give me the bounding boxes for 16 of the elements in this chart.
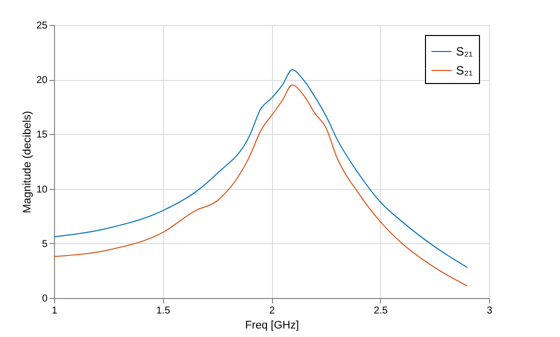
y-tick-label: 25 [36,20,48,32]
y-tick-label: 10 [36,184,48,196]
y-tick-label: 5 [42,238,48,250]
x-tick-label: 1.5 [156,306,171,316]
x-tick-label: 3 [486,306,493,316]
legend-label: S₂₁ [456,64,473,78]
x-axis-title: Freq [GHz] [245,320,299,332]
y-tick-label: 15 [36,130,48,141]
y-tick-label: 0 [42,294,48,304]
y-axis-title: Magnitude (decibels) [21,110,34,214]
line-series [54,84,468,286]
legend-label: S₂₁ [456,44,473,58]
x-tick-label: 1 [52,306,58,316]
x-tick-label: 2 [269,306,276,316]
x-tick-label: 2.5 [374,306,388,316]
y-tick-label: 20 [36,75,48,86]
